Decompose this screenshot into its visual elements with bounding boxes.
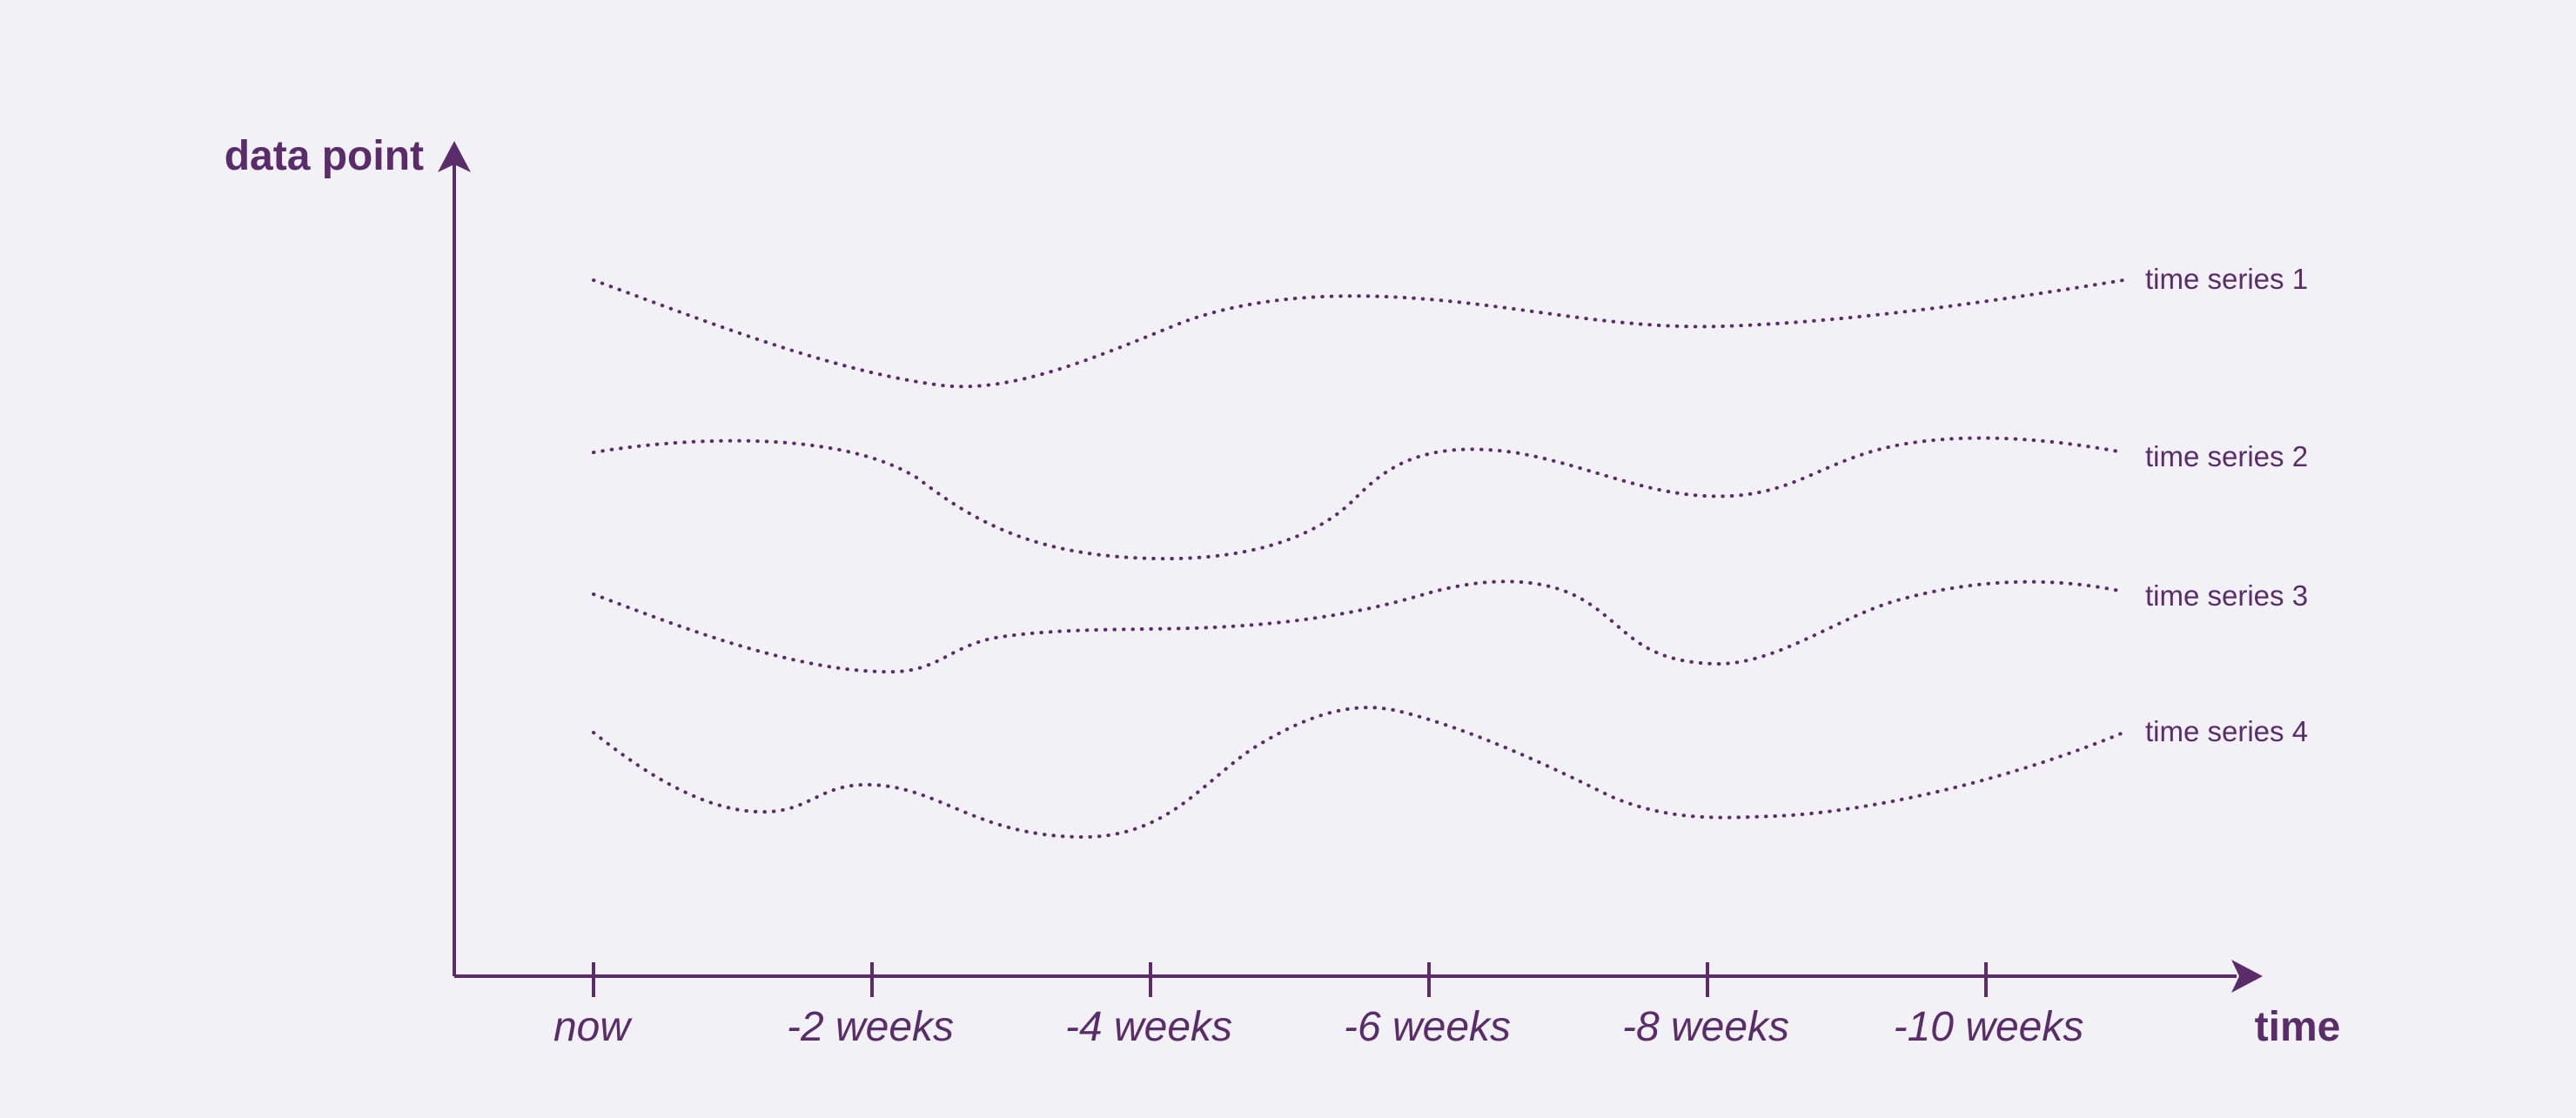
series-line-3: [592, 579, 2125, 674]
series-line-1: [592, 278, 2125, 389]
series-group: [592, 278, 2125, 840]
x-axis-title: time: [2255, 1004, 2341, 1050]
series-line-4: [592, 706, 2125, 840]
y-axis-arrow-icon: [438, 141, 471, 172]
tick-label-8-weeks: -8 weeks: [1622, 1004, 1789, 1050]
x-ticks: now -2 weeks -4 weeks -6 weeks -8 weeks …: [553, 962, 2083, 1050]
y-axis-title: data point: [225, 133, 424, 179]
series-line-2: [592, 436, 2125, 561]
series-label-1: time series 1: [2145, 263, 2308, 295]
tick-label-10-weeks: -10 weeks: [1894, 1004, 2084, 1050]
tick-label-now: now: [553, 1004, 633, 1050]
tick-label-6-weeks: -6 weeks: [1344, 1004, 1511, 1050]
tick-label-4-weeks: -4 weeks: [1065, 1004, 1232, 1050]
series-labels: time series 1 time series 2 time series …: [2145, 263, 2308, 747]
series-label-4: time series 4: [2145, 715, 2308, 747]
x-axis-arrow-icon: [2231, 960, 2263, 993]
tick-label-2-weeks: -2 weeks: [787, 1004, 954, 1050]
series-label-2: time series 2: [2145, 440, 2308, 472]
series-label-3: time series 3: [2145, 579, 2308, 612]
